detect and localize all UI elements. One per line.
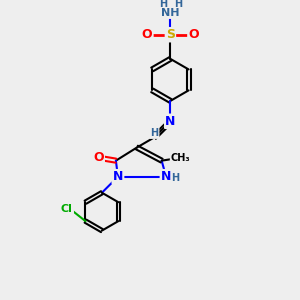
Text: S: S: [166, 28, 175, 41]
Text: O: O: [188, 28, 199, 41]
Text: N: N: [165, 115, 176, 128]
Text: O: O: [93, 151, 104, 164]
Text: CH₃: CH₃: [171, 153, 190, 163]
Text: H: H: [174, 0, 182, 9]
Text: Cl: Cl: [61, 204, 73, 214]
Text: O: O: [142, 28, 152, 41]
Text: N: N: [113, 170, 123, 183]
Text: NH: NH: [161, 8, 180, 18]
Text: H: H: [159, 0, 167, 9]
Text: N: N: [161, 170, 171, 183]
Text: H: H: [150, 128, 158, 138]
Text: H: H: [171, 173, 179, 183]
